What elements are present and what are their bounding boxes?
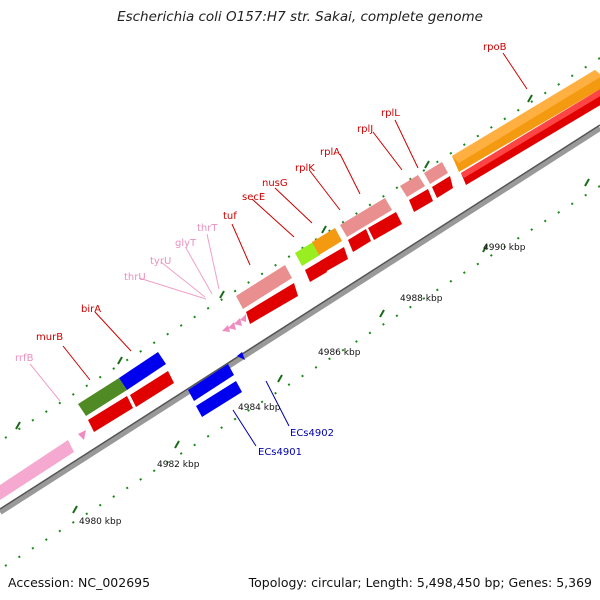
gene-label-murB: murB	[36, 332, 63, 343]
feature-rrs-pink	[0, 440, 74, 500]
tick-label-4990: 4990 kbp	[483, 243, 526, 253]
tick-marks	[15, 94, 590, 514]
gene-label-tuf: tuf	[223, 211, 237, 222]
gene-label-ECs4901: ECs4901	[258, 447, 302, 458]
gene-label-secE: secE	[242, 192, 265, 203]
feature-nusG-secE	[295, 228, 348, 282]
gene-label-thrT: thrT	[197, 223, 218, 234]
kbp-labels: 4980 kbp 4982 kbp 4984 kbp 4986 kbp 4988…	[79, 243, 526, 527]
accession-text: Accession: NC_002695	[8, 575, 151, 590]
gene-label-rplA: rplA	[320, 147, 340, 158]
feature-birA-murB	[78, 352, 174, 432]
tick-label-4988: 4988 kbp	[400, 294, 443, 304]
gene-label-rrfB: rrfB	[15, 353, 34, 364]
gene-label-thrU: thrU	[124, 272, 146, 283]
tick-label-4982: 4982 kbp	[157, 460, 200, 470]
gene-label-rplK: rplK	[295, 163, 315, 174]
gene-labels: rrfB murB birA thrU tyrU glyT thrT tuf s…	[15, 42, 507, 458]
feature-rplA-rplK	[340, 198, 402, 252]
genome-stats-text: Topology: circular; Length: 5,498,450 bp…	[248, 575, 592, 590]
outer-dotted-rail	[4, 57, 600, 567]
gene-label-rpoB: rpoB	[483, 42, 507, 53]
gene-label-birA: birA	[81, 304, 101, 315]
gene-label-tyrU: tyrU	[150, 256, 171, 267]
genome-backbone	[0, 124, 600, 515]
label-leaders	[29, 52, 528, 447]
gene-label-glyT: glyT	[175, 238, 197, 249]
feature-rpoB	[452, 70, 600, 185]
map-title: Escherichia coli O157:H7 str. Sakai, com…	[117, 9, 483, 25]
tick-label-4980: 4980 kbp	[79, 517, 122, 527]
feature-rrfB-arrow	[78, 430, 86, 440]
gene-label-rplL: rplL	[381, 108, 400, 119]
feature-ECs4901	[196, 381, 242, 417]
gene-label-nusG: nusG	[262, 178, 288, 189]
feature-tuf	[236, 265, 298, 324]
feature-tRNA-cluster	[222, 314, 246, 332]
tick-label-4986: 4986 kbp	[318, 348, 361, 358]
gene-label-ECs4902: ECs4902	[290, 428, 334, 439]
feature-ECs4902	[188, 352, 245, 401]
gene-label-rplJ: rplJ	[357, 124, 373, 135]
tick-label-4984: 4984 kbp	[238, 403, 281, 413]
feature-rplL-rplJ	[400, 162, 453, 212]
